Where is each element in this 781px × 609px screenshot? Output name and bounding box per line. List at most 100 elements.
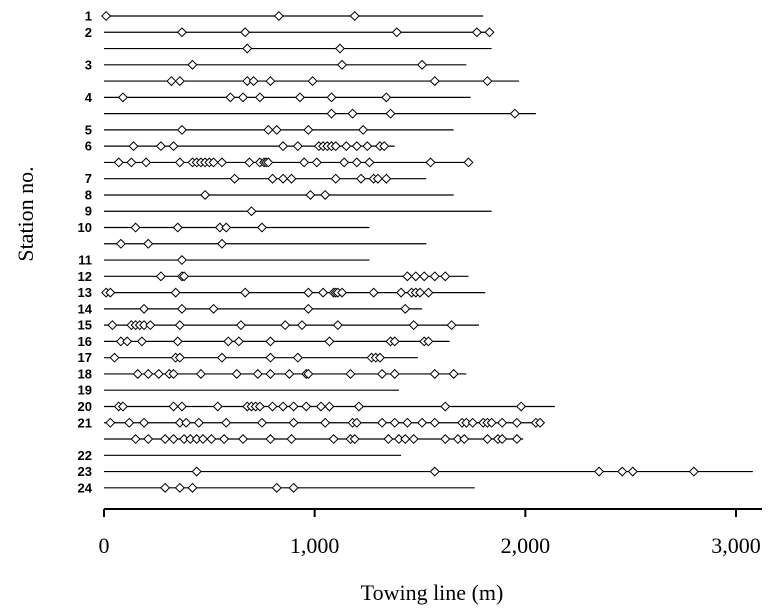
sample-point-marker: [139, 303, 150, 314]
sample-point-marker: [109, 352, 120, 363]
sample-point-marker: [429, 417, 440, 428]
sample-point-marker: [265, 336, 276, 347]
sample-point-marker: [379, 141, 390, 152]
sample-point-marker: [208, 157, 219, 168]
sample-point-marker: [122, 336, 133, 347]
sample-point-marker: [362, 141, 373, 152]
sample-point-marker: [233, 336, 244, 347]
sample-point-marker: [351, 417, 362, 428]
sample-point-marker: [286, 173, 297, 184]
x-tick-label: 0: [99, 533, 110, 558]
sample-point-marker: [351, 141, 362, 152]
station-label: 20: [78, 399, 92, 414]
sample-point-marker: [328, 434, 339, 445]
sample-point-marker: [337, 287, 348, 298]
tow-row: [104, 76, 520, 87]
sample-point-marker: [389, 368, 400, 379]
sample-point-marker: [174, 482, 185, 493]
sample-point-marker: [132, 368, 143, 379]
sample-point-marker: [358, 124, 369, 135]
sample-point-marker: [221, 222, 232, 233]
sample-point-marker: [179, 271, 190, 282]
sample-point-marker: [278, 401, 289, 412]
sample-point-marker: [345, 368, 356, 379]
tow-row: 9: [85, 204, 492, 219]
sample-point-marker: [429, 76, 440, 87]
sample-point-marker: [254, 401, 265, 412]
sample-point-marker: [263, 157, 274, 168]
sample-point-marker: [176, 124, 187, 135]
sample-point-marker: [244, 157, 255, 168]
tow-row: 22: [78, 448, 402, 463]
sample-point-marker: [117, 401, 128, 412]
station-label: 15: [78, 318, 92, 333]
sample-point-marker: [326, 108, 337, 119]
sample-point-marker: [535, 417, 546, 428]
sample-point-marker: [511, 434, 522, 445]
sample-point-marker: [307, 76, 318, 87]
sample-point-marker: [402, 417, 413, 428]
sample-point-marker: [486, 417, 497, 428]
sample-point-marker: [174, 320, 185, 331]
sample-point-marker: [288, 482, 299, 493]
sample-point-marker: [440, 401, 451, 412]
sample-point-marker: [688, 466, 699, 477]
sample-point-marker: [330, 173, 341, 184]
tow-row: [104, 43, 492, 54]
tow-row: 20: [78, 399, 555, 414]
station-label: 23: [78, 464, 92, 479]
sample-point-marker: [256, 417, 268, 428]
sample-point-marker: [330, 141, 341, 152]
sample-point-marker: [105, 417, 116, 428]
sample-point-marker: [145, 320, 156, 331]
y-axis-title: Station no.: [13, 166, 38, 261]
sample-point-marker: [238, 92, 249, 103]
sample-point-marker: [497, 417, 508, 428]
station-label: 9: [85, 204, 92, 219]
sample-point-marker: [212, 401, 223, 412]
tow-row: 2: [85, 25, 495, 40]
sample-point-marker: [278, 141, 289, 152]
sample-point-marker: [425, 157, 436, 168]
x-tick-label: 3,000: [711, 533, 761, 558]
station-label: 1: [85, 9, 92, 24]
sample-point-marker: [440, 271, 451, 282]
sample-point-marker: [160, 434, 171, 445]
sample-point-marker: [408, 434, 419, 445]
station-label: 16: [78, 334, 92, 349]
tow-row: [104, 238, 427, 249]
sample-point-marker: [223, 336, 234, 347]
sample-point-marker: [417, 417, 428, 428]
sample-point-marker: [170, 287, 181, 298]
sample-point-marker: [292, 352, 303, 363]
sample-point-marker: [320, 189, 331, 200]
sample-point-marker: [115, 238, 126, 249]
sample-point-marker: [242, 43, 253, 54]
sample-point-marker: [176, 255, 187, 266]
sample-point-marker: [216, 157, 227, 168]
sample-point-marker: [286, 434, 297, 445]
sample-point-marker: [467, 417, 478, 428]
sample-point-marker: [174, 76, 185, 87]
tow-row: 3: [85, 57, 467, 72]
tow-row: 6: [85, 139, 395, 154]
station-label: 10: [78, 220, 92, 235]
sample-point-marker: [195, 368, 206, 379]
sample-point-marker: [256, 222, 268, 233]
sample-point-marker: [278, 173, 289, 184]
sample-point-marker: [143, 238, 154, 249]
sample-point-marker: [225, 92, 236, 103]
tow-row: 11: [78, 253, 370, 268]
station-label: 11: [78, 253, 92, 268]
sample-point-marker: [305, 189, 316, 200]
sample-point-marker: [168, 434, 179, 445]
sample-point-marker: [235, 320, 246, 331]
station-label: 21: [78, 415, 92, 430]
sample-point-marker: [166, 76, 177, 87]
station-label: 2: [85, 25, 92, 40]
sample-point-marker: [206, 434, 217, 445]
sample-point-marker: [391, 27, 402, 38]
sample-point-marker: [267, 401, 278, 412]
tow-row: 14: [78, 301, 423, 316]
sample-point-marker: [231, 368, 242, 379]
